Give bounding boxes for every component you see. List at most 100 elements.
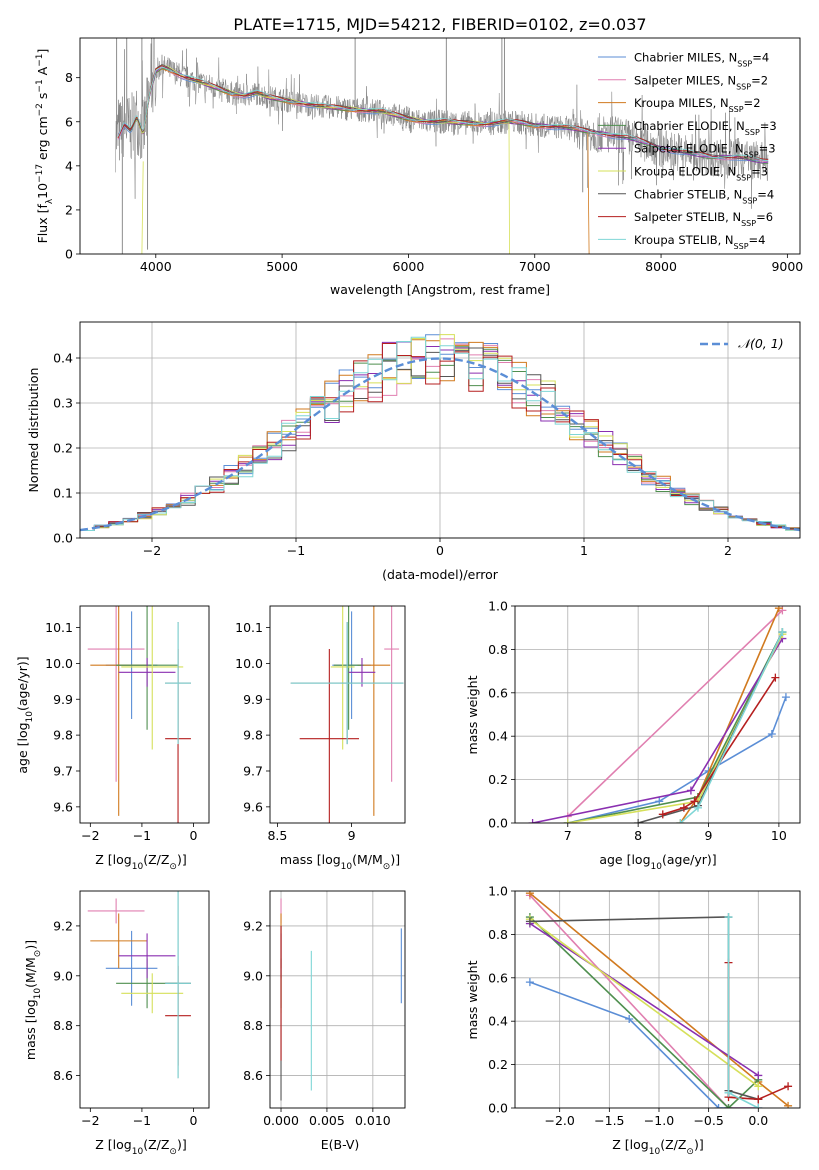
weight-marker [525, 891, 534, 898]
panel-mass-vs-Z: −2 −1 08.68.89.09.2Z [log10(Z/Z⊙)]mass [lo… [23, 890, 210, 1157]
legend-nssp: 3 [768, 142, 775, 156]
y-tick-label: 0.3 [53, 396, 73, 411]
weight-series [525, 915, 763, 1091]
errorbar-point [121, 606, 184, 750]
x-tick-label: 8 [634, 828, 642, 843]
y-axis-label: mass [log10(M/M⊙)] [23, 940, 43, 1060]
legend-n-letter: , N [725, 210, 741, 224]
x-axis-label-part: age [log [599, 852, 650, 867]
y-tick-label: 9.6 [53, 799, 73, 814]
legend-label: Salpeter MILES, NSSP=2 [634, 73, 768, 91]
x-axis-label-part: ⊙ [686, 1147, 694, 1157]
weight-line [529, 918, 759, 1087]
weight-marker [724, 913, 733, 922]
weight-line [567, 609, 783, 818]
axes-frame [514, 605, 801, 824]
x-axis-label-part: (age/yr)] [662, 852, 717, 867]
y-tick-label: 9.9 [243, 692, 263, 707]
weight-series [525, 919, 763, 1080]
y-axis-label-part: Flux [f [35, 204, 50, 244]
y-axis-label-part: erg cm [35, 116, 50, 164]
y-axis-label-part: A [35, 66, 50, 79]
legend-label: Chabrier ELODIE, NSSP=3 [634, 119, 777, 137]
y-tick-label: 0.8 [488, 927, 508, 942]
data-layer [280, 898, 402, 1101]
y-tick-label: 0.4 [488, 729, 508, 744]
x-tick-label: 8.5 [267, 828, 287, 843]
legend-sub: SSP [736, 82, 751, 91]
x-tick-label: 1 [580, 543, 588, 558]
weight-marker [724, 1104, 733, 1108]
legend-eq: = [744, 96, 754, 110]
panel-age-vs-mass: 8.5 9 9.6 9.7 9.8 9.9 10.0 10.1 mass [log10(M/M⊙… [235, 605, 406, 872]
legend-label: Salpeter ELODIE, NSSP=3 [634, 142, 776, 160]
x-tick-label: 8000 [645, 259, 677, 274]
data-layer [87, 606, 191, 823]
x-tick-label: −2.0 [545, 1113, 575, 1128]
axes-frame [269, 605, 406, 824]
legend-n-letter: , N [720, 165, 736, 179]
legend-eq: = [749, 233, 759, 247]
x-axis-label: Z [log10(Z/Z⊙)] [95, 1137, 186, 1157]
x-axis-label-part: (Z/Z [143, 852, 169, 867]
weight-marker [690, 797, 699, 806]
weight-series [676, 606, 783, 823]
legend-sub: SSP [742, 196, 757, 205]
residual-histogram [80, 336, 800, 531]
legend-nssp: 2 [761, 73, 768, 87]
legend-label: Salpeter STELIB, NSSP=6 [634, 210, 773, 228]
plot-area [270, 891, 405, 1108]
y-tick-label: 10.1 [235, 620, 263, 635]
weight-line [529, 981, 759, 1108]
x-tick-label: 7 [564, 828, 572, 843]
weight-marker [676, 819, 685, 823]
y-tick-label: 9.7 [53, 763, 73, 778]
weight-series [563, 630, 787, 823]
weight-marker [771, 673, 780, 682]
y-tick-label: 0.6 [488, 685, 508, 700]
x-axis-label: Z [log10(Z/Z⊙)] [612, 1137, 703, 1157]
plot-area [515, 606, 800, 823]
x-axis-label-part: 10 [651, 862, 663, 872]
x-tick-label: −1 [133, 828, 151, 843]
legend-eq: = [751, 165, 761, 179]
weight-marker [778, 628, 787, 637]
y-axis-label-part: ] [35, 49, 50, 54]
y-tick-label: 9.0 [53, 968, 73, 983]
x-axis-label: wavelength [Angstrom, rest frame] [330, 282, 550, 297]
x-axis-label-part: mass [log [280, 852, 341, 867]
legend-sub: SSP [737, 59, 752, 68]
y-axis-label-part: ⊙ [33, 950, 43, 958]
y-tick-label: 8 [65, 70, 73, 85]
errorbar-point [90, 913, 148, 969]
figure-title: PLATE=1715, MJD=54212, FIBERID=0102, z=0… [233, 15, 646, 34]
legend-model-name: Salpeter STELIB [634, 210, 725, 224]
gridlines [270, 891, 405, 1108]
y-axis-label-part: 10 [25, 711, 35, 723]
x-tick-label: −2 [81, 828, 99, 843]
weight-marker [625, 1015, 634, 1024]
y-tick-label: 4 [65, 158, 73, 173]
y-tick-label: 8.6 [53, 1068, 73, 1083]
y-tick-label: 0.8 [488, 642, 508, 657]
x-tick-label: −2 [143, 543, 161, 558]
legend-sub: SSP [734, 241, 749, 250]
y-axis-label: Flux [fλ10−17 erg cm−2 s−1 A−1] [35, 49, 55, 244]
legend-sub: SSP [736, 173, 751, 182]
weight-marker [784, 1101, 793, 1108]
x-tick-label: 0.0 [748, 1113, 768, 1128]
plot-area [115, 38, 769, 254]
x-tick-label: −2 [81, 1113, 99, 1128]
legend-eq: = [751, 73, 761, 87]
legend-label: Chabrier STELIB, NSSP=4 [634, 187, 774, 205]
x-axis-label-part: ⊙ [169, 1147, 177, 1157]
weight-line [679, 607, 780, 823]
x-tick-label: 10 [771, 828, 787, 843]
y-tick-label: 0.0 [488, 1101, 508, 1116]
legend-nssp: 4 [767, 187, 774, 201]
panel-weight-vs-Z: −2.0 −1.5 −1.0 −0.5 0.0 0.0 0.2 0.4 0.6 0.8 1.0 Z [… [465, 884, 801, 1157]
y-tick-label: 8.8 [53, 1018, 73, 1033]
y-axis-label: mass weight [465, 675, 480, 754]
weight-series [563, 606, 787, 821]
